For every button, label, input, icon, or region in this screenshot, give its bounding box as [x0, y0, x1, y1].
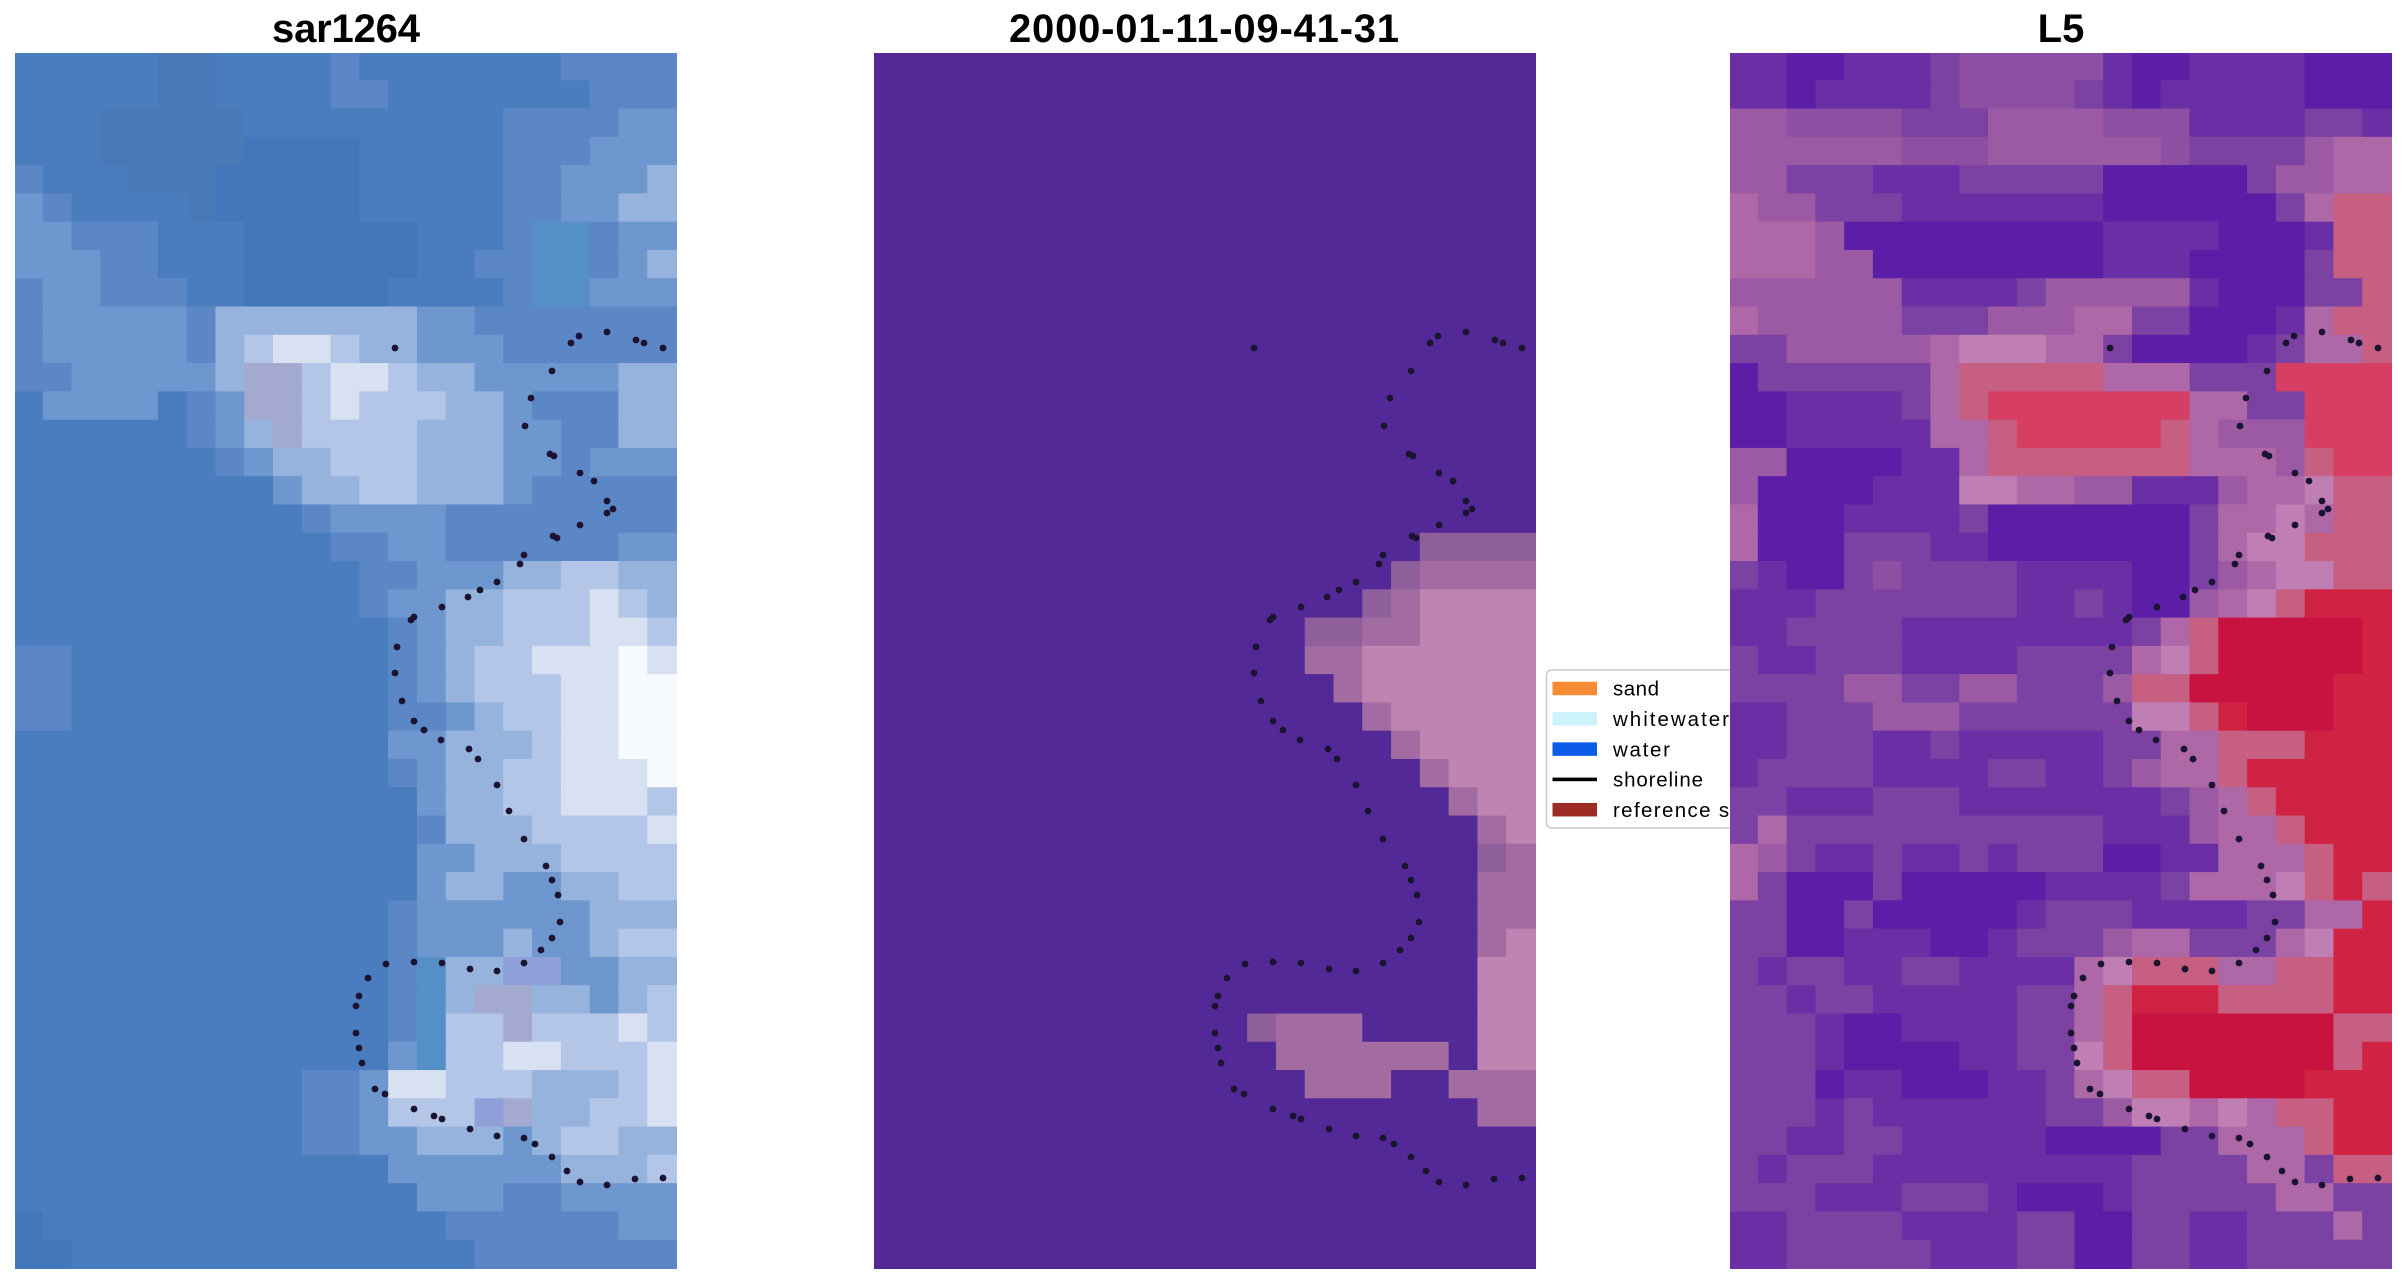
svg-text:2000-01-11-09-41-31: 2000-01-11-09-41-31: [1009, 7, 1399, 51]
svg-text:shoreline: shoreline: [1613, 769, 1703, 792]
svg-text:sand: sand: [1613, 678, 1659, 701]
svg-text:sar1264: sar1264: [272, 7, 421, 51]
svg-text:whitewater: whitewater: [1612, 708, 1729, 731]
svg-text:L5: L5: [2038, 7, 2085, 51]
